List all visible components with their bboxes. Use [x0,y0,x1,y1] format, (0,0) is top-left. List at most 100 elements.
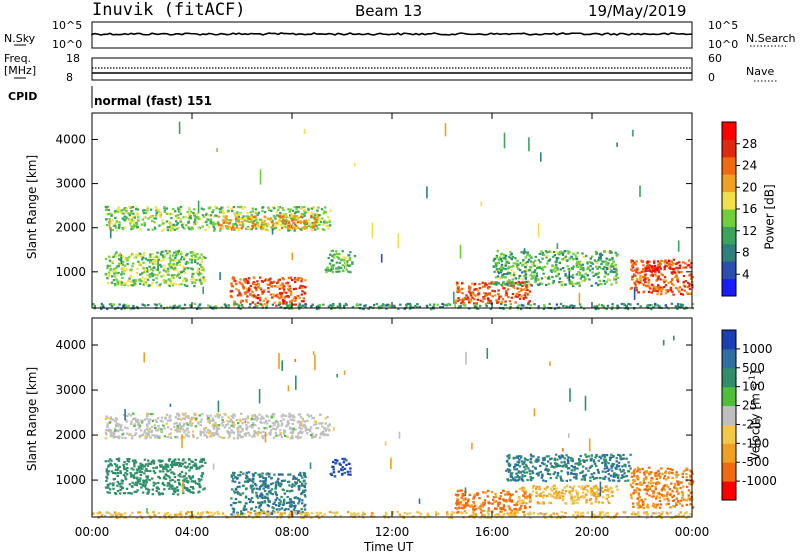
velocity-cell [530,455,533,458]
velocity-cell [461,492,464,495]
velocity-cell [110,429,113,432]
velocity-cell [560,461,563,464]
power-cell [406,302,409,305]
power-cell [250,220,253,223]
velocity-cell [275,497,279,500]
power-cell [122,267,126,270]
velocity-cell [509,496,512,499]
power-cell [631,269,634,272]
power-cell [110,281,114,284]
velocity-cell [314,435,317,438]
power-cell [508,279,511,282]
velocity-cell [230,429,233,432]
power-streak [380,254,383,263]
velocity-cell [199,460,202,463]
velocity-cell [267,490,271,493]
power-cell [194,217,197,220]
power-cell [135,221,138,225]
power-cell [560,281,563,284]
velocity-cell [579,459,582,463]
velocity-cell [184,412,187,415]
power-cell [520,295,523,298]
power-cell [688,274,691,277]
power-cell [283,299,286,302]
power-cell [198,218,201,221]
power-plot-bg [92,113,692,308]
velocity-cell [492,496,496,499]
power-cell [113,272,116,275]
velocity-cell [236,491,239,494]
velocity-cell [583,460,586,463]
power-cell [182,222,185,225]
power-colorbar-segment [722,261,736,280]
power-cell [565,305,568,308]
power-cell [160,265,163,268]
power-cell [645,267,648,270]
power-cell [106,213,109,216]
velocity-cell [495,507,498,510]
power-cell [316,216,319,219]
velocity-cell [296,497,299,500]
velocity-cell [564,463,568,466]
velocity-cell [270,488,274,491]
velocity-cell [516,455,519,458]
power-cell [481,281,484,284]
velocity-cell [594,477,597,480]
velocity-cell [518,458,521,461]
power-cell [299,220,302,223]
power-cell [555,256,558,260]
velocity-cell [570,494,573,497]
power-cell [150,272,154,275]
velocity-cell [324,422,328,425]
power-cell [294,287,297,290]
power-cell [143,209,146,212]
power-cell [111,275,114,278]
velocity-cell [188,422,192,425]
power-cell [525,263,528,266]
power-cell [498,277,501,280]
power-cell [272,222,275,225]
power-cell [531,271,534,274]
velocity-cell [500,510,503,513]
velocity-cell [163,427,166,430]
velocity-cell [521,475,524,478]
power-cell [657,269,660,272]
power-cell [114,267,118,270]
power-cell [211,211,214,214]
power-cell [114,255,117,258]
velocity-cell [541,462,545,465]
power-cell [124,304,127,307]
power-cell [615,268,618,271]
power-cell [564,274,567,277]
velocity-cell [143,472,146,475]
power-cell [187,261,190,264]
velocity-cell [178,430,182,433]
velocity-cell [528,496,532,499]
power-cell [613,270,616,273]
velocity-cell [190,424,193,427]
power-cell [246,295,249,298]
velocity-cell [508,456,511,459]
power-cell [664,304,667,307]
velocity-cell [302,419,305,423]
velocity-cell [596,468,600,471]
velocity-cell [291,422,294,425]
velocity-cell [615,464,619,467]
velocity-cell [604,464,607,467]
velocity-cell [576,462,579,465]
velocity-cell [303,423,306,426]
power-cell [303,292,307,295]
velocity-cell [247,421,250,424]
power-cell [272,295,276,298]
power-cell [324,206,327,209]
velocity-cell [282,432,286,435]
power-cell [235,214,238,217]
power-cell [608,258,611,261]
velocity-cell [472,511,475,514]
power-cell [180,253,183,256]
velocity-cell [601,461,604,464]
power-cell [522,259,525,262]
velocity-cell [542,490,545,493]
power-cell [605,268,609,271]
power-cell [670,260,673,263]
